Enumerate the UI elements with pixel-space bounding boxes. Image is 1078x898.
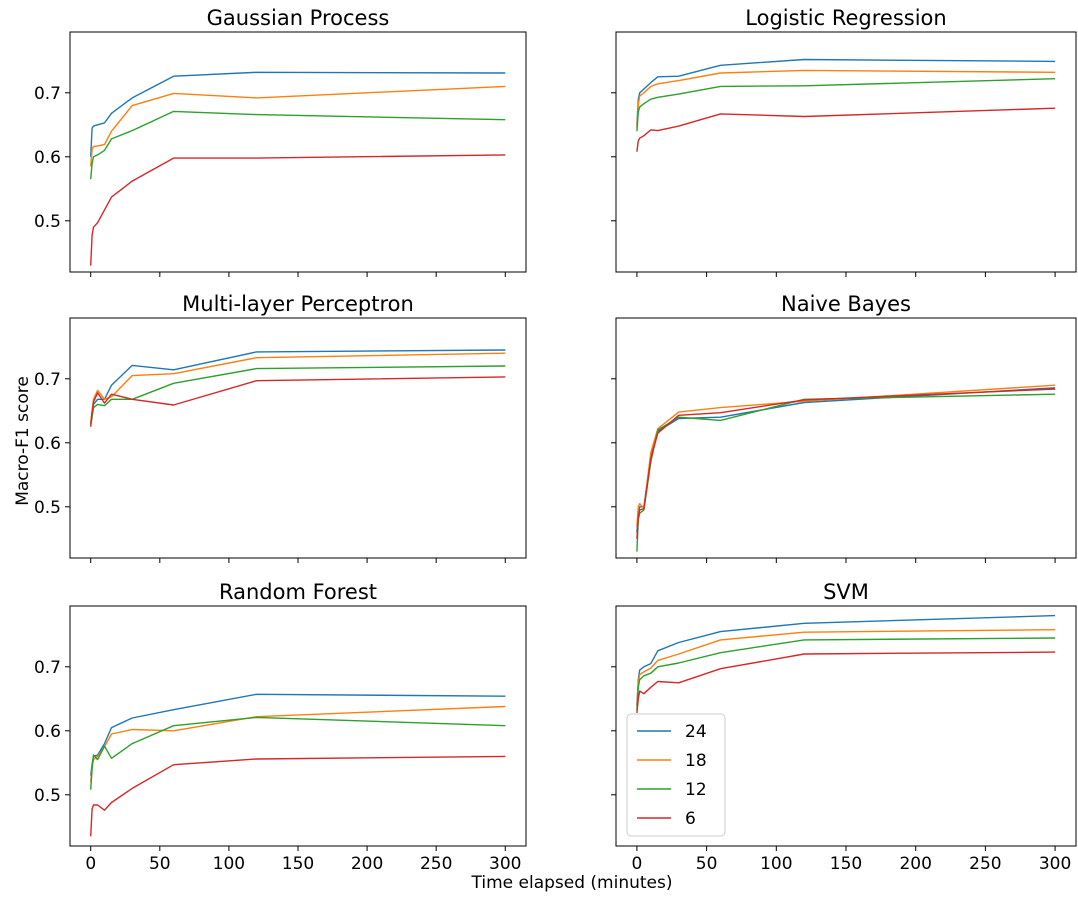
series-group: [636, 58, 1056, 152]
subplot-naive-bayes: Naive Bayes: [611, 292, 1077, 563]
legend-label: 6: [685, 809, 696, 829]
x-tick-label: 50: [696, 854, 718, 874]
x-tick-label: 0: [631, 854, 642, 874]
series-line-18: [636, 384, 1056, 527]
x-tick-label: 200: [899, 854, 931, 874]
legend-box: [626, 713, 726, 837]
series-line-18: [636, 69, 1056, 129]
series-line-6: [90, 755, 506, 837]
series-line-6: [90, 154, 506, 266]
subplot-grid: Gaussian Process 0.5 0.6 0.7 Logistic Regres…: [34, 6, 1077, 874]
y-tick-label: 0.6: [34, 722, 61, 742]
y-tick-label: 0.7: [34, 658, 61, 678]
y-tick-label: 0.5: [34, 786, 61, 806]
axes-frame: [615, 317, 1077, 559]
x-tick-label: 300: [489, 854, 521, 874]
series-line-18: [636, 629, 1056, 707]
y-tick-label: 0.6: [34, 434, 61, 454]
x-tick-label: 300: [1039, 854, 1071, 874]
series-line-12: [90, 716, 506, 790]
axes-frame: [69, 605, 527, 847]
subplot-svm: SVM 0 50 100 150 200 250 300: [611, 580, 1077, 874]
x-tick-label: 250: [420, 854, 452, 874]
x-tick-label: 150: [282, 854, 314, 874]
x-tick-label: 100: [213, 854, 245, 874]
subplot-title: Random Forest: [219, 580, 377, 604]
y-tick-label: 0.5: [34, 212, 61, 232]
subplot-title: Multi-layer Perceptron: [182, 292, 414, 316]
y-axis-label: Macro-F1 score: [13, 376, 33, 506]
subplot-title: Logistic Regression: [745, 6, 946, 30]
series-line-18: [90, 352, 506, 423]
legend-entry-6: 6: [637, 809, 696, 829]
x-tick-label: 100: [760, 854, 792, 874]
series-line-12: [90, 110, 506, 180]
series-group: [90, 349, 506, 427]
x-tick-label: 150: [830, 854, 862, 874]
y-tick-label: 0.5: [34, 498, 61, 518]
series-line-6: [90, 376, 506, 427]
series-group: [90, 71, 506, 266]
subplot-random-forest: Random Forest 0.5 0.6 0.7 0 50 100 150 200 250 300: [34, 580, 527, 874]
legend: 24 18 12 6: [626, 713, 726, 837]
x-tick-label: 50: [149, 854, 171, 874]
axes-frame: [615, 31, 1077, 273]
legend-label: 12: [685, 780, 707, 800]
legend-label: 18: [685, 751, 707, 771]
series-group: [90, 693, 506, 837]
series-line-6: [636, 107, 1056, 152]
subplot-title: SVM: [823, 580, 869, 604]
series-line-6: [636, 651, 1056, 713]
legend-entry-18: 18: [637, 751, 707, 771]
subplot-multi-layer-perceptron: Multi-layer Perceptron 0.5 0.6 0.7: [34, 292, 527, 563]
series-line-12: [636, 78, 1056, 132]
series-line-18: [90, 705, 506, 783]
x-axis-label: Time elapsed (minutes): [471, 873, 673, 893]
legend-label: 24: [685, 722, 707, 742]
y-tick-label: 0.7: [34, 84, 61, 104]
legend-entry-12: 12: [637, 780, 707, 800]
series-group: [636, 614, 1056, 713]
x-tick-label: 250: [969, 854, 1001, 874]
subplot-logistic-regression: Logistic Regression: [611, 6, 1077, 277]
series-line-24: [636, 614, 1056, 706]
axes-frame: [69, 31, 527, 273]
subplot-title: Naive Bayes: [781, 292, 911, 316]
y-tick-label: 0.7: [34, 370, 61, 390]
series-line-6: [636, 388, 1056, 539]
series-line-12: [636, 637, 1056, 711]
series-line-24: [90, 349, 506, 424]
subplot-title: Gaussian Process: [207, 6, 390, 30]
subplot-gaussian-process: Gaussian Process 0.5 0.6 0.7: [34, 6, 527, 277]
y-tick-label: 0.6: [34, 148, 61, 168]
x-tick-label: 200: [351, 854, 383, 874]
x-tick-label: 0: [85, 854, 96, 874]
series-line-12: [90, 365, 506, 426]
series-group: [636, 384, 1056, 552]
legend-entry-24: 24: [637, 722, 707, 742]
series-line-18: [90, 85, 506, 167]
series-line-24: [90, 71, 506, 157]
